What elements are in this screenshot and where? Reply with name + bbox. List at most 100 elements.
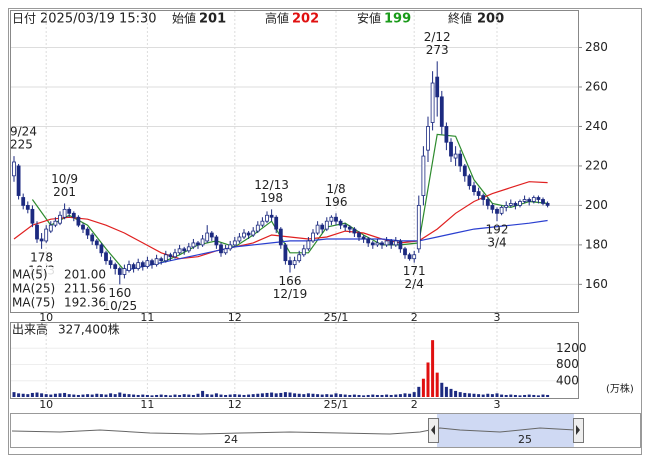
volume-bar — [431, 340, 435, 397]
candle-body — [205, 232, 210, 242]
candle-body — [485, 199, 490, 206]
annotation-price: 160 — [108, 286, 131, 300]
navigator-label: 24 — [224, 433, 238, 446]
candle-body — [527, 199, 532, 202]
candle-body — [499, 206, 504, 214]
candle-body — [48, 224, 53, 232]
legend-name: MA(5) — [12, 268, 48, 282]
y-tick-label: 240 — [585, 119, 608, 133]
annotation-date: 2/12 — [424, 30, 451, 44]
legend-name: MA(25) — [12, 282, 55, 296]
volume-bar — [454, 390, 458, 397]
volume-bar — [302, 394, 306, 397]
y-tick-label: 180 — [585, 237, 608, 251]
annotation-date: 12/13 — [254, 178, 289, 192]
candle-body — [269, 214, 274, 218]
candle-body — [12, 161, 16, 177]
candle-body — [366, 238, 371, 244]
volume-bar — [265, 392, 269, 397]
header-label: 高値 — [265, 11, 289, 26]
candle-body — [462, 165, 467, 177]
annotation-date: 9/24 — [10, 125, 37, 139]
candle-body — [513, 203, 518, 206]
y-tick-label: 260 — [585, 79, 608, 93]
y-tick-label: 160 — [585, 277, 608, 291]
candle-body — [320, 224, 325, 230]
volume-bar — [155, 394, 159, 397]
volume-bar — [76, 394, 80, 397]
volume-bar — [67, 394, 71, 397]
volume-bar — [150, 395, 154, 397]
candle-body — [159, 258, 164, 262]
candle-body — [311, 232, 315, 242]
volume-bar — [86, 394, 90, 397]
y-tick-label: 280 — [585, 40, 608, 54]
candle-body — [449, 141, 453, 157]
volume-bar — [270, 392, 274, 397]
volume-bar — [463, 392, 467, 397]
candle-body — [343, 224, 348, 228]
candle-body — [278, 228, 283, 246]
volume-unit: (万株) — [606, 382, 634, 395]
volume-bar — [164, 394, 168, 397]
annotation-date: 3/4 — [487, 236, 506, 250]
candle-body — [531, 197, 536, 202]
x-tick-label: 2 — [411, 311, 418, 324]
volume-bar — [311, 393, 315, 397]
candle-body — [173, 252, 177, 258]
volume-bar — [366, 394, 370, 397]
candle-body — [136, 262, 141, 269]
header-label: 始値 — [172, 11, 196, 26]
candle-body — [260, 220, 265, 226]
volume-bar — [99, 394, 103, 397]
candle-body — [288, 260, 292, 266]
volume-bar — [375, 394, 379, 397]
annotation-date: 10/9 — [51, 172, 78, 186]
volume-bar — [72, 394, 76, 397]
volume-bar — [279, 392, 283, 397]
candle-body — [315, 224, 320, 234]
candle-body — [458, 153, 463, 167]
volume-tick-label: 800 — [556, 357, 579, 371]
candle-body — [113, 264, 118, 269]
volume-panel — [10, 322, 579, 399]
candle-body — [85, 228, 90, 236]
annotation-price: 192 — [486, 223, 509, 237]
candle-body — [301, 248, 306, 256]
volume-bar — [136, 394, 140, 397]
volume-bar — [182, 394, 186, 397]
candle-body — [25, 205, 30, 210]
volume-bar — [481, 394, 485, 397]
navigator-line — [11, 427, 576, 435]
handle-arrow — [431, 425, 435, 435]
annotation-price: 196 — [325, 195, 348, 209]
volume-bar — [371, 394, 375, 397]
candle-body — [292, 260, 297, 266]
volume-bar — [141, 394, 145, 397]
y-tick-label: 220 — [585, 158, 608, 172]
ma-line — [31, 133, 548, 272]
candle-body — [30, 208, 35, 224]
volume-label: 出来高 — [12, 322, 48, 337]
volume-bar — [127, 394, 131, 397]
candle-body — [297, 254, 302, 262]
header-high: 202 — [292, 12, 319, 27]
candle-body — [426, 126, 430, 151]
candle-body — [182, 248, 187, 252]
volume-bar — [536, 395, 540, 397]
candle-body — [150, 260, 154, 266]
candle-body — [361, 236, 366, 240]
volume-bar — [283, 392, 287, 397]
x-tick-label: 11 — [140, 398, 154, 411]
volume-bar — [145, 394, 149, 397]
header-label: 安値 — [357, 11, 381, 26]
candle-body — [21, 197, 26, 206]
volume-bar — [81, 394, 85, 397]
candle-body — [122, 268, 127, 275]
navigator: 24 25 — [10, 413, 641, 448]
volume-bar — [260, 393, 264, 397]
candle-body — [518, 201, 522, 206]
x-tick-label: 10 — [39, 311, 53, 324]
candle-body — [384, 240, 389, 246]
volume-bar — [398, 394, 402, 397]
